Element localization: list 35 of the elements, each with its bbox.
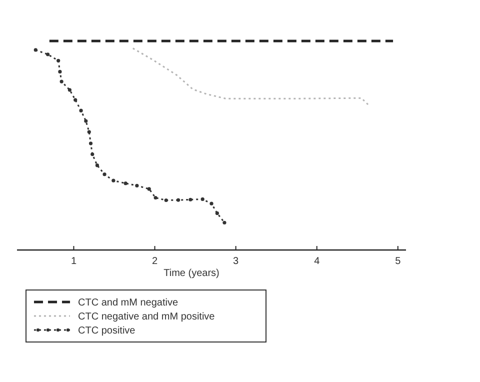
x-tick-label: 1 xyxy=(70,256,77,267)
legend-label: CTC negative and mM positive xyxy=(78,312,216,322)
point xyxy=(95,164,100,168)
point xyxy=(188,198,192,202)
point xyxy=(102,172,106,176)
point xyxy=(154,196,158,200)
point xyxy=(124,182,128,186)
x-axis-title: Time (years) xyxy=(164,268,220,279)
point xyxy=(164,198,168,202)
x-tick-label: 5 xyxy=(395,256,402,267)
legend-label: CTC and mM negative xyxy=(78,298,178,308)
point xyxy=(215,211,219,216)
point xyxy=(90,152,94,156)
point xyxy=(176,198,180,202)
point xyxy=(210,202,214,206)
x-tick-label: 2 xyxy=(152,256,158,267)
point xyxy=(46,52,50,56)
point xyxy=(60,80,64,84)
point xyxy=(88,142,93,146)
point xyxy=(135,184,139,188)
point xyxy=(87,130,91,134)
point xyxy=(56,58,60,62)
point xyxy=(222,220,226,224)
point xyxy=(74,98,78,102)
x-tick-label: 3 xyxy=(233,256,240,267)
point xyxy=(58,70,62,74)
point xyxy=(84,119,88,123)
legend-label: CTC positive xyxy=(78,326,136,336)
point xyxy=(79,108,83,112)
point xyxy=(34,48,38,52)
point xyxy=(147,187,151,191)
point xyxy=(200,197,204,202)
x-tick-label: 4 xyxy=(314,256,320,267)
point xyxy=(112,178,116,182)
point xyxy=(68,88,72,92)
